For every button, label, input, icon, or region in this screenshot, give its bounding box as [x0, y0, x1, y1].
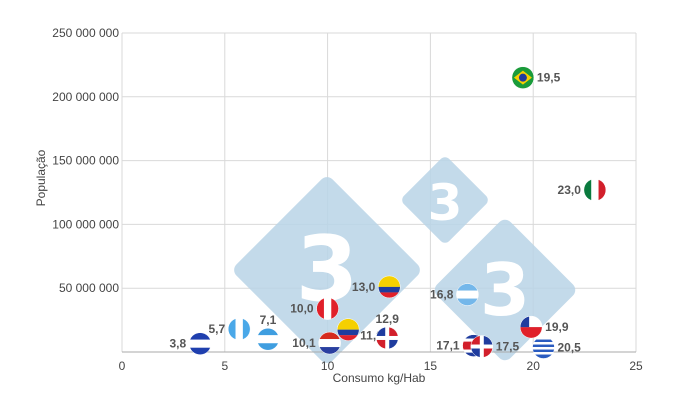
- y-tick-label: 50 000 000: [59, 281, 119, 295]
- brazil-flag-icon: [511, 66, 534, 89]
- data-label: 7,1: [260, 313, 277, 327]
- argentina-flag-icon: [456, 283, 479, 306]
- data-label: 19,9: [545, 320, 569, 334]
- data-point[interactable]: 17,5: [470, 335, 520, 358]
- x-tick-label: 5: [221, 359, 228, 373]
- data-label: 12,9: [376, 312, 400, 326]
- panama-flag-icon: [470, 335, 493, 358]
- data-label: 13,0: [352, 280, 376, 294]
- honduras-flag-icon: [256, 328, 279, 351]
- data-point[interactable]: 5,7: [209, 317, 251, 341]
- mexico-flag-icon: [583, 178, 606, 201]
- data-point[interactable]: 20,5: [532, 336, 581, 359]
- data-point[interactable]: 12,9: [376, 312, 400, 350]
- data-label: 3,8: [169, 337, 186, 351]
- data-point[interactable]: 10,0: [290, 297, 339, 320]
- uruguay-flag-icon: [532, 336, 555, 359]
- chile-flag-icon: [520, 316, 543, 339]
- data-label: 10,0: [290, 302, 314, 316]
- watermark-digit: 3: [480, 248, 530, 332]
- data-point[interactable]: 13,0: [352, 275, 401, 299]
- watermark-digit: 3: [428, 174, 463, 232]
- data-label: 5,7: [209, 322, 226, 336]
- el-salvador-flag-icon: [189, 332, 212, 355]
- data-label: 20,5: [557, 341, 581, 355]
- data-label: 19,5: [537, 71, 561, 85]
- paraguay-flag-icon: [318, 332, 341, 355]
- data-label: 17,5: [496, 340, 520, 354]
- x-tick-label: 20: [527, 359, 541, 373]
- y-tick-label: 150 000 000: [52, 154, 119, 168]
- y-tick-label: 200 000 000: [52, 90, 119, 104]
- data-label: 10,1: [292, 336, 316, 350]
- data-point[interactable]: 7,1: [256, 313, 280, 351]
- peru-flag-icon: [316, 297, 339, 320]
- x-tick-label: 25: [629, 359, 643, 373]
- data-point[interactable]: 3,8: [169, 332, 212, 355]
- data-label: 16,8: [430, 288, 454, 302]
- data-point[interactable]: 10,1: [292, 331, 341, 355]
- data-point[interactable]: 19,5: [511, 66, 561, 89]
- x-tick-label: 0: [119, 359, 126, 373]
- y-tick-label: 100 000 000: [52, 217, 119, 231]
- data-point[interactable]: 23,0: [558, 178, 607, 202]
- ecuador-flag-icon: [337, 318, 360, 341]
- colombia-flag-icon: [378, 275, 401, 298]
- data-label: 23,0: [558, 183, 582, 197]
- guatemala-flag-icon: [228, 318, 251, 341]
- y-axis-title: População: [34, 149, 48, 206]
- x-tick-label: 15: [424, 359, 438, 373]
- x-tick-label: 10: [321, 359, 335, 373]
- data-point[interactable]: 19,9: [519, 315, 569, 339]
- data-label: 17,1: [436, 339, 460, 353]
- data-points: 3,85,77,110,010,111,012,913,016,817,1 17,…: [169, 66, 607, 359]
- dominican-republic-flag-icon: [376, 326, 399, 349]
- x-axis-title: Consumo kg/Hab: [333, 371, 426, 385]
- data-point[interactable]: 16,8: [430, 283, 479, 306]
- y-tick-label: 250 000 000: [52, 26, 119, 40]
